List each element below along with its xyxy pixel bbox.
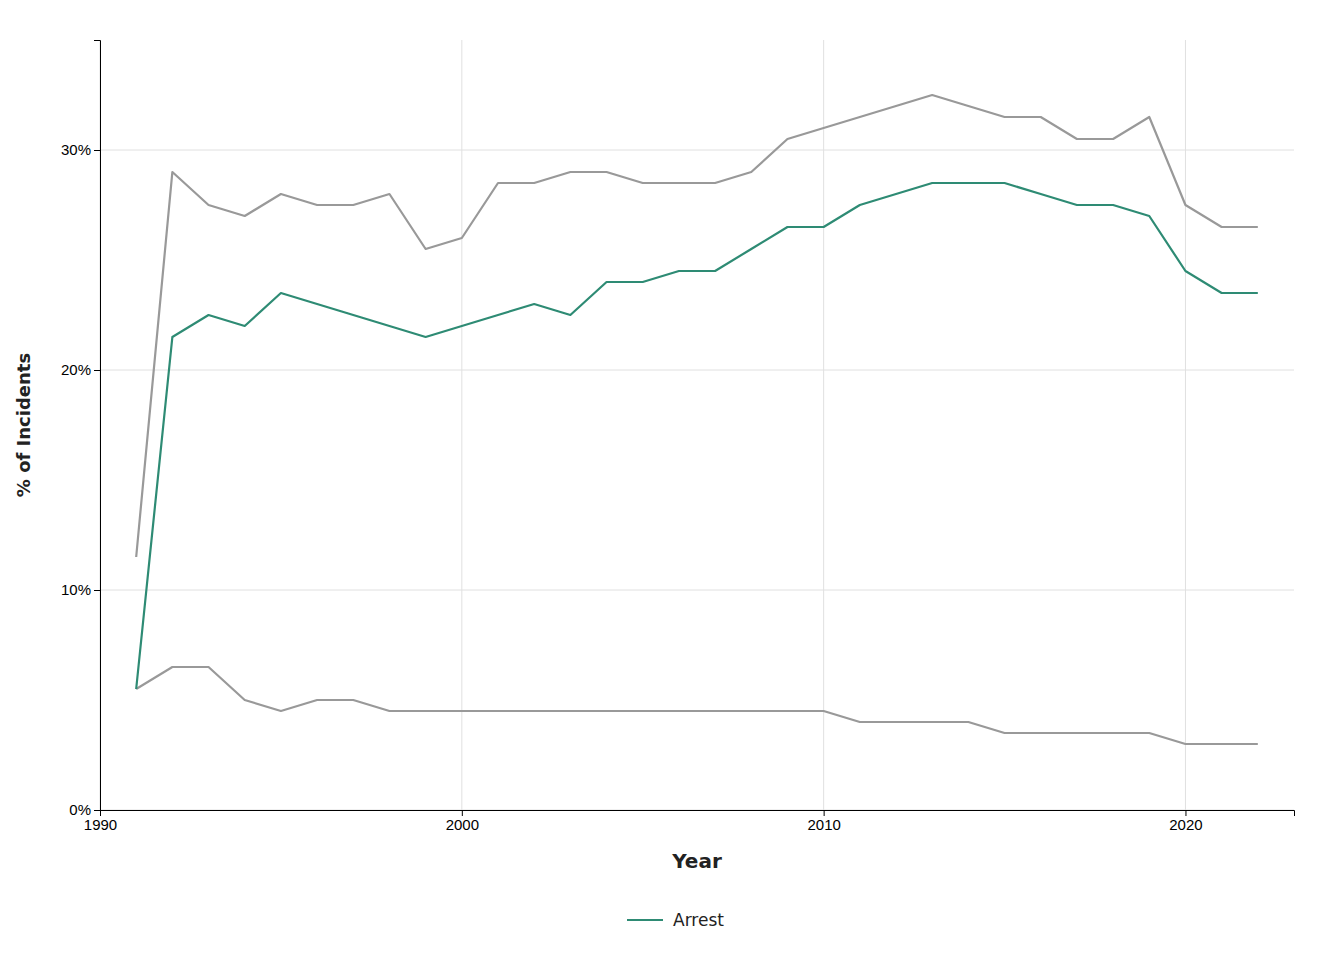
series-line bbox=[136, 667, 1258, 744]
grid bbox=[100, 40, 1294, 810]
x-grid-line bbox=[1185, 40, 1186, 810]
legend-swatch bbox=[627, 919, 663, 921]
legend-item: Arrest bbox=[627, 910, 724, 930]
y-tick-label: 0% bbox=[69, 801, 91, 818]
y-tick-mark bbox=[94, 150, 100, 151]
y-grid-line bbox=[100, 370, 1294, 371]
x-tick: 2020 bbox=[1169, 810, 1202, 833]
y-axis: 0% 10% 20% 30% bbox=[61, 41, 101, 819]
x-tick: 2010 bbox=[807, 810, 840, 833]
x-axis: 1990200020102020 bbox=[84, 810, 1295, 833]
series-line bbox=[136, 183, 1258, 689]
x-grid-line bbox=[823, 40, 824, 810]
legend-label: Arrest bbox=[673, 910, 724, 930]
lines bbox=[136, 95, 1258, 744]
y-axis-title: % of Incidents bbox=[13, 353, 34, 497]
y-grid-line bbox=[100, 150, 1294, 151]
legend: Arrest bbox=[627, 910, 724, 930]
series-line bbox=[136, 95, 1258, 557]
y-tick-label: 30% bbox=[61, 141, 91, 158]
chart: 19902000201020200%10%20%30%Year% of Inci… bbox=[0, 0, 1344, 960]
y-tick-mark bbox=[94, 810, 100, 811]
x-axis-title: Year bbox=[671, 849, 722, 873]
y-tick-mark bbox=[94, 370, 100, 371]
x-tick-label: 2020 bbox=[1169, 816, 1202, 833]
y-axis-line bbox=[94, 41, 101, 811]
y-grid-line bbox=[100, 590, 1294, 591]
x-grid-line bbox=[461, 40, 462, 810]
x-tick: 2000 bbox=[446, 810, 479, 833]
x-axis-line bbox=[101, 811, 1295, 817]
x-tick-label: 2000 bbox=[446, 816, 479, 833]
plot: 19902000201020200%10%20%30%Year% of Inci… bbox=[13, 40, 1295, 873]
y-tick: 20% bbox=[61, 361, 100, 378]
y-tick: 10% bbox=[61, 581, 100, 598]
y-tick-mark bbox=[94, 590, 100, 591]
y-tick: 30% bbox=[61, 141, 100, 158]
y-tick-label: 10% bbox=[61, 581, 91, 598]
y-tick-label: 20% bbox=[61, 361, 91, 378]
y-tick: 0% bbox=[69, 801, 100, 818]
x-tick-label: 2010 bbox=[807, 816, 840, 833]
